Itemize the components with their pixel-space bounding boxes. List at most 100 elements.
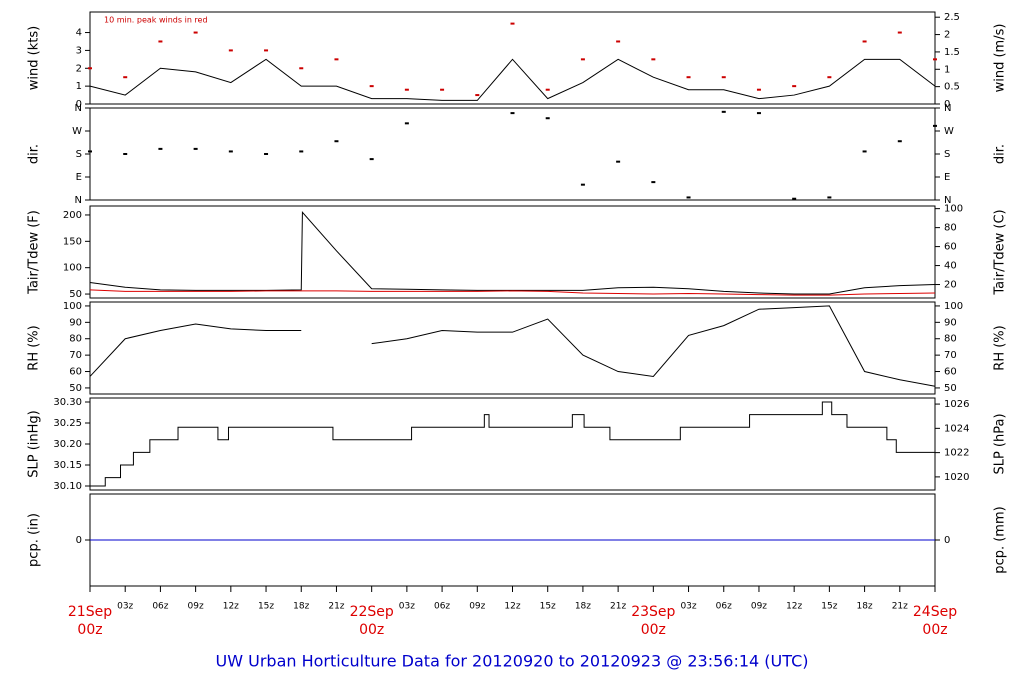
y2-axis-label: dir.	[993, 144, 1008, 164]
y2-tick-label: N	[944, 103, 951, 114]
data-point	[933, 58, 937, 61]
y-tick-label: 30.30	[53, 397, 82, 408]
data-point	[299, 150, 304, 153]
data-point	[545, 117, 550, 120]
y2-tick-label: 90	[944, 317, 957, 328]
y-tick-label: 4	[76, 28, 82, 39]
data-line	[89, 289, 936, 296]
x-tick-label: 06z	[716, 602, 732, 612]
y2-tick-label: N	[944, 195, 951, 206]
y2-tick-label: 1022	[944, 448, 969, 459]
y2-tick-label: S	[944, 149, 950, 160]
data-point	[369, 158, 374, 161]
y2-axis-label: RH (%)	[993, 325, 1008, 370]
y2-tick-label: 0	[944, 99, 950, 110]
data-point	[123, 76, 128, 79]
x-tick-date: 24Sep	[913, 604, 957, 620]
y-tick-label: 30.15	[53, 460, 82, 471]
data-point	[158, 40, 163, 43]
data-point	[334, 58, 339, 61]
x-tick-label: 21z	[610, 602, 626, 612]
y-tick-label: 30.10	[53, 481, 82, 492]
data-point	[510, 22, 515, 25]
data-point	[228, 49, 233, 52]
data-point	[651, 181, 656, 184]
y2-tick-label: 1.5	[944, 47, 960, 58]
data-point	[299, 67, 304, 70]
y-tick-label: E	[76, 172, 82, 183]
y-tick-label: 2	[76, 63, 82, 74]
y2-tick-label: 60	[944, 242, 957, 253]
y2-tick-label: 1020	[944, 472, 969, 483]
y-tick-label: N	[75, 103, 82, 114]
y-tick-label: 50	[69, 289, 82, 300]
y2-tick-label: 0.5	[944, 82, 960, 93]
y-tick-label: 200	[63, 210, 82, 221]
data-point	[686, 196, 691, 199]
x-tick-label: 15z	[540, 602, 556, 612]
data-point	[580, 183, 585, 186]
y2-axis-label: pcp. (mm)	[993, 506, 1008, 573]
data-point	[475, 94, 480, 97]
y-tick-label: 100	[63, 263, 82, 274]
data-point	[933, 124, 937, 127]
data-point	[123, 153, 128, 155]
data-point	[369, 85, 374, 88]
x-tick-label: 18z	[856, 602, 872, 612]
data-line	[89, 305, 936, 387]
x-tick-label: 00z	[922, 622, 947, 638]
y2-tick-label: 1	[944, 64, 950, 75]
x-tick-label: 12z	[786, 602, 802, 612]
data-point	[580, 58, 585, 61]
x-tick-label: 18z	[575, 602, 591, 612]
data-point	[721, 110, 726, 113]
x-tick-label: 03z	[117, 602, 133, 612]
data-point	[510, 112, 515, 115]
y2-tick-label: 80	[944, 223, 957, 234]
x-tick-label: 03z	[399, 602, 415, 612]
y-tick-label: 100	[63, 301, 82, 312]
y2-axis-label: SLP (hPa)	[993, 413, 1008, 474]
y-tick-label: 3	[76, 45, 82, 56]
data-point	[756, 88, 761, 91]
x-tick-label: 12z	[223, 602, 239, 612]
y-axis-label: RH (%)	[27, 325, 42, 370]
panel-frame	[89, 205, 936, 299]
data-line	[89, 211, 936, 295]
x-tick-date: 23Sep	[631, 604, 675, 620]
data-point	[792, 197, 797, 200]
data-point	[545, 88, 550, 91]
y2-tick-label: 50	[944, 383, 957, 394]
data-point	[264, 153, 269, 155]
x-tick-label: 00z	[359, 622, 384, 638]
y-tick-label: 80	[69, 334, 82, 345]
data-line	[89, 58, 936, 101]
x-tick-date: 22Sep	[350, 604, 394, 620]
data-point	[686, 76, 691, 79]
y-tick-label: 1	[76, 81, 82, 92]
x-tick-label: 09z	[188, 602, 204, 612]
y-axis-label: SLP (inHg)	[27, 410, 42, 478]
x-tick-label: 18z	[293, 602, 309, 612]
x-tick-label: 21z	[892, 602, 908, 612]
y2-tick-label: 20	[944, 280, 957, 291]
y2-tick-label: 70	[944, 350, 957, 361]
y-tick-label: 30.25	[53, 418, 82, 429]
y-axis-label: wind (kts)	[27, 26, 42, 90]
y-tick-label: S	[76, 149, 82, 160]
y-tick-label: 150	[63, 236, 82, 247]
data-point	[404, 122, 409, 125]
data-point	[616, 160, 621, 163]
y2-tick-label: 1026	[944, 399, 969, 410]
x-tick-label: 12z	[504, 602, 520, 612]
panel-frame	[89, 11, 936, 105]
y-tick-label: W	[72, 126, 82, 137]
x-tick-label: 06z	[434, 602, 450, 612]
y-tick-label: 60	[69, 367, 82, 378]
data-point	[651, 58, 656, 61]
data-point	[264, 49, 269, 52]
y2-tick-label: 2	[944, 30, 950, 41]
data-point	[862, 40, 867, 43]
